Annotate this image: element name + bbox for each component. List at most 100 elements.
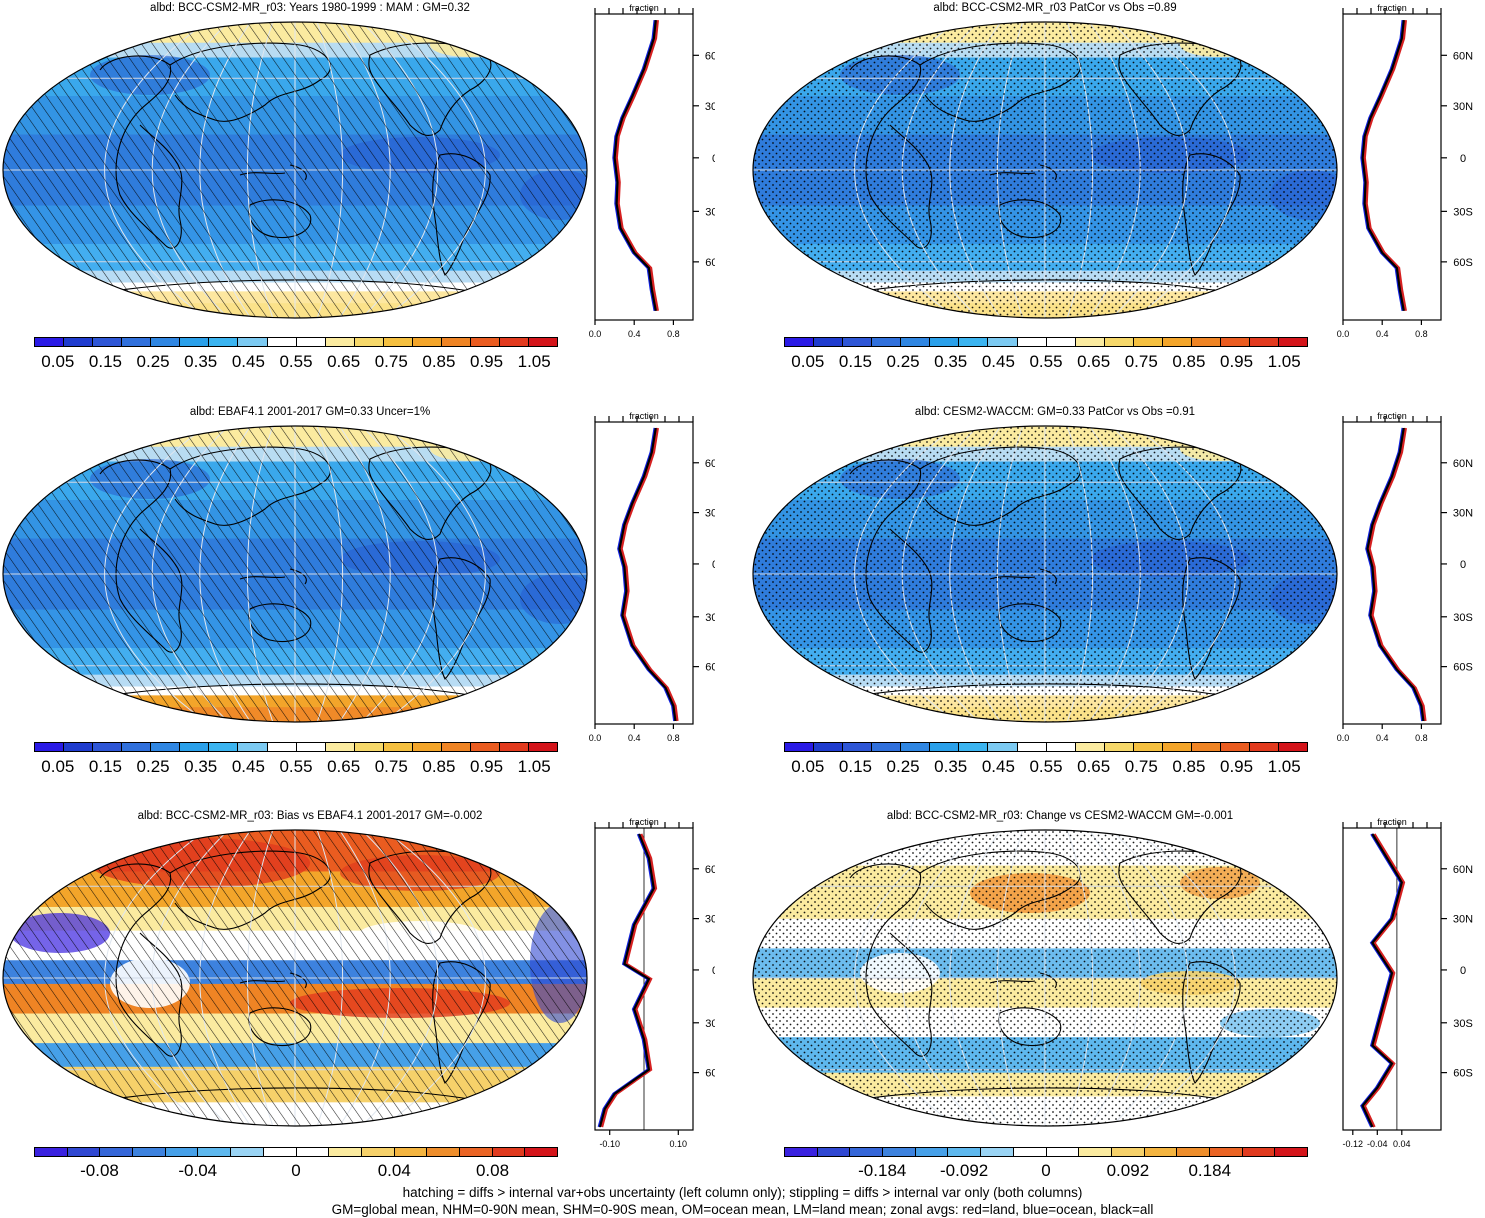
latitude-label: 60S xyxy=(705,662,715,674)
colorbar-swatch xyxy=(1162,743,1192,751)
colorbar-swatch xyxy=(93,338,123,346)
zonal-all-curve xyxy=(1361,833,1403,1128)
colorbar-label: 0.092 xyxy=(1106,1161,1150,1180)
colorbar-swatch xyxy=(180,338,210,346)
latitude-label: 0 xyxy=(1460,559,1466,571)
colorbar-swatch xyxy=(64,743,94,751)
colorbar-swatch xyxy=(1279,338,1308,346)
latitude-label: 30S xyxy=(1453,206,1473,218)
colorbar-swatch xyxy=(329,1148,362,1156)
stippling-overlay xyxy=(753,426,1337,722)
colorbar-label: 0.05 xyxy=(791,757,825,776)
colorbar-swatch xyxy=(1075,338,1105,346)
colorbar-swatch xyxy=(492,1148,526,1156)
colorbar-swatch xyxy=(1279,743,1308,751)
zonal-frame xyxy=(1342,13,1442,321)
colorbar-label: 0.25 xyxy=(886,352,920,371)
colorbar-swatch xyxy=(1111,1148,1145,1156)
colorbar-swatch xyxy=(814,338,844,346)
latitude-label: 30N xyxy=(705,508,715,520)
latitude-label: 0 xyxy=(712,153,715,165)
colorbar-label: 0.55 xyxy=(1029,757,1063,776)
zonal-plot-3: fraction 60N 30N 0 30S 60S 0.0 0.4 0.8 xyxy=(589,411,715,743)
colorbar-swatch xyxy=(296,743,326,751)
colorbar-swatch xyxy=(231,1148,264,1156)
latitude-label: 60N xyxy=(1453,458,1473,470)
colorbar-swatch xyxy=(209,338,239,346)
colorbar-label: 0.25 xyxy=(136,757,170,776)
colorbar-label: 0 xyxy=(1041,1161,1051,1180)
colorbar-swatch xyxy=(500,338,530,346)
colorbar-swatch xyxy=(67,1148,101,1156)
colorbar-swatch xyxy=(100,1148,134,1156)
latitude-label: 30N xyxy=(1453,914,1473,926)
colorbar-swatch xyxy=(529,338,558,346)
colorbar-swatch xyxy=(412,743,442,751)
panel-title-4: albd: CESM2-WACCM: GM=0.33 PatCor vs Obs… xyxy=(914,406,1196,418)
colorbar-label: 0.45 xyxy=(981,352,1015,371)
colorbar-swatch xyxy=(354,743,384,751)
zonal-land-curve xyxy=(1363,833,1406,1128)
map-border xyxy=(752,829,1338,1127)
colorbar-label: 0.95 xyxy=(1219,352,1254,371)
x-tick-label: -0.10 xyxy=(599,1139,620,1149)
colorbar-swatch xyxy=(198,1148,232,1156)
colorbar-swatch xyxy=(1191,743,1221,751)
colorbar-swatch xyxy=(441,743,471,751)
colorbar-5 xyxy=(34,1147,558,1157)
panel-title-1: albd: BCC-CSM2-MR_r03: Years 1980-1999 :… xyxy=(150,2,470,14)
latitude-label: 60N xyxy=(1453,50,1473,62)
colorbar-swatch xyxy=(470,743,500,751)
colorbar-swatch xyxy=(1250,338,1280,346)
colorbar-swatch xyxy=(209,743,239,751)
colorbar-label: 0.05 xyxy=(41,757,75,776)
colorbar-swatch xyxy=(383,743,413,751)
colorbar-swatch xyxy=(238,338,268,346)
colorbar-label: 1.05 xyxy=(1267,352,1301,371)
colorbar-swatch xyxy=(263,1148,297,1156)
colorbar-label: 0.35 xyxy=(184,352,218,371)
colorbar-swatch xyxy=(151,338,181,346)
colorbar-label: 0.45 xyxy=(981,757,1015,776)
latitude-label: 60N xyxy=(705,50,715,62)
x-tick-label: 0.4 xyxy=(628,733,641,743)
colorbar-swatch xyxy=(981,1148,1014,1156)
latitude-label: 30S xyxy=(705,612,715,624)
x-tick-label: 0.8 xyxy=(1415,733,1428,743)
x-tick-label: 0.8 xyxy=(667,329,680,339)
colorbar-swatch xyxy=(1017,743,1047,751)
colorbar-label: 0.75 xyxy=(374,757,408,776)
x-tick-label: 0.0 xyxy=(589,733,602,743)
x-tick-label: 0.8 xyxy=(667,733,680,743)
panel-title-6: albd: BCC-CSM2-MR_r03: Change vs CESM2-W… xyxy=(886,810,1234,822)
colorbar-label: 0.95 xyxy=(469,757,504,776)
footer-legend-line-2: GM=global mean, NHM=0-90N mean, SHM=0-90… xyxy=(331,1202,1154,1217)
zonal-plot-1: fraction 60N 30N 0 30S 60S 0.0 0.4 0.8 xyxy=(589,3,715,339)
x-tick-label: 0.4 xyxy=(1376,329,1389,339)
latitude-label: 0 xyxy=(1460,965,1466,977)
colorbar-label: 0.15 xyxy=(88,757,122,776)
map-panel-4 xyxy=(752,425,1338,723)
colorbar-swatch xyxy=(1191,338,1221,346)
colorbar-swatch xyxy=(959,743,989,751)
colorbar-swatch xyxy=(1104,743,1134,751)
colorbar-swatch xyxy=(988,338,1018,346)
zonal-axis-title: fraction xyxy=(1377,411,1407,421)
colorbar-label: 1.05 xyxy=(517,352,551,371)
colorbar-label: 0.35 xyxy=(934,352,968,371)
latitude-label: 60S xyxy=(1453,257,1473,269)
colorbar-label: 0.55 xyxy=(279,352,313,371)
colorbar-swatch xyxy=(901,743,931,751)
map-border xyxy=(752,425,1338,723)
colorbar-label: -0.08 xyxy=(80,1161,119,1180)
colorbar-swatch xyxy=(843,338,873,346)
colorbar-label: -0.184 xyxy=(858,1161,907,1180)
x-tick-label: 0.8 xyxy=(1415,329,1428,339)
colorbar-label: 0.85 xyxy=(422,352,456,371)
latitude-label: 30N xyxy=(705,101,715,113)
zonal-land-curve xyxy=(600,833,658,1128)
colorbar-label: 0.55 xyxy=(279,757,313,776)
map-panel-5 xyxy=(2,829,588,1127)
zonal-all-curve xyxy=(598,833,655,1128)
colorbar-swatch xyxy=(1177,1148,1210,1156)
